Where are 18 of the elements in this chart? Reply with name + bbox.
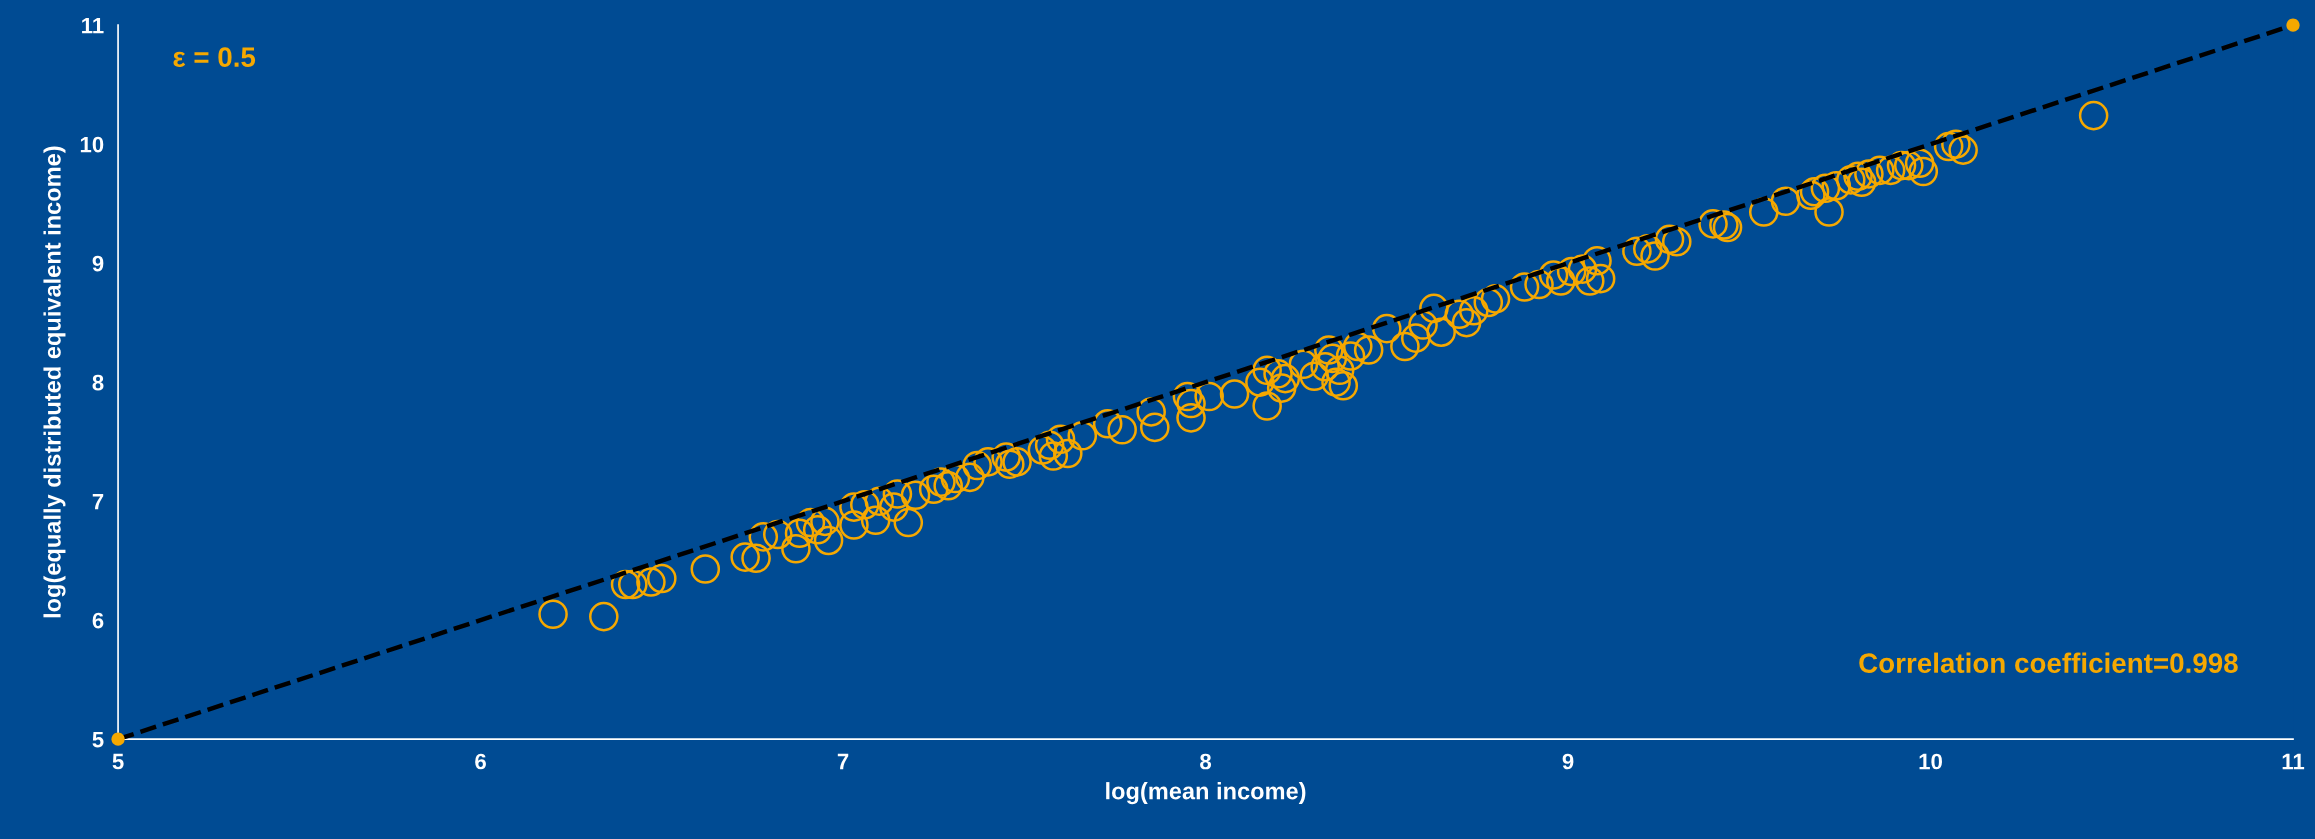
y-tick-label: 9 — [92, 255, 104, 272]
y-tick-label: 10 — [80, 136, 104, 153]
annotation: ε = 0.5 — [173, 47, 256, 67]
y-tick-label: 8 — [92, 374, 104, 391]
x-tick-label: 5 — [112, 753, 124, 770]
x-axis-title: log(mean income) — [1106, 782, 1306, 805]
x-tick-label: 11 — [2282, 753, 2305, 770]
x-tick-label: 9 — [1562, 753, 1574, 770]
x-tick-label: 7 — [837, 753, 849, 770]
x-tick-label: 6 — [475, 753, 486, 770]
y-axis-title: log(equally distributed equivalent income) — [43, 146, 66, 618]
y-tick-label: 5 — [92, 731, 104, 748]
y-tick-label: 11 — [82, 17, 104, 34]
y-tick-label: 7 — [92, 493, 104, 510]
x-tick-label: 10 — [1919, 753, 1942, 770]
annotation: Correlation coefficient=0.998 — [1859, 652, 2238, 673]
x-tick-label: 8 — [1200, 753, 1212, 770]
y-tick-label: 6 — [92, 612, 104, 629]
